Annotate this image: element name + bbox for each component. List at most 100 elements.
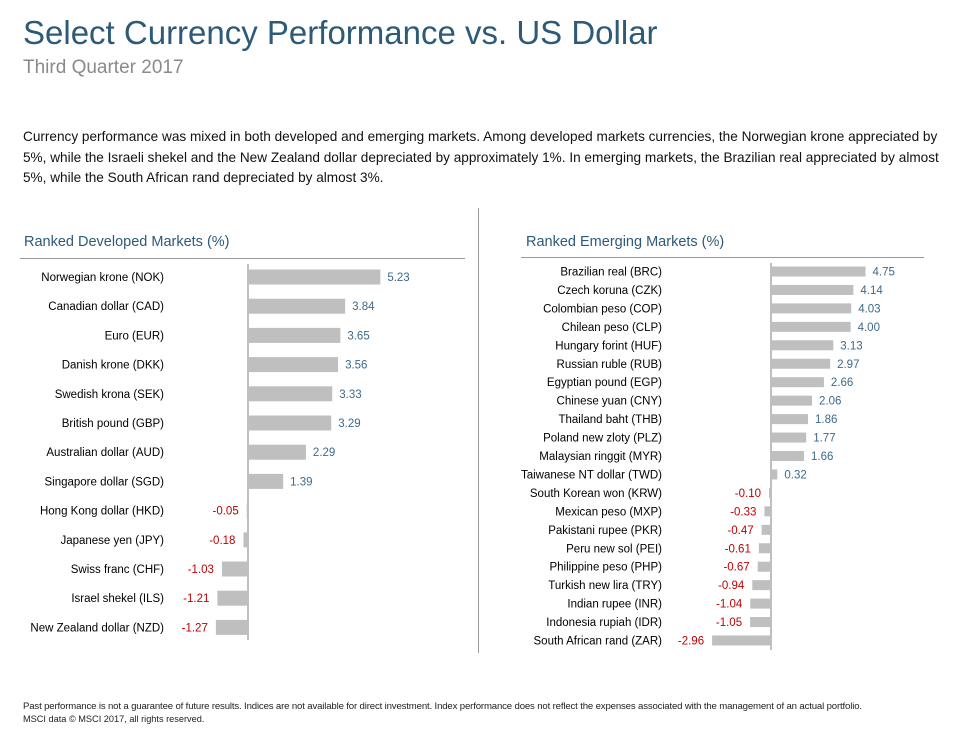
developed-value-label: 5.23 [387, 272, 409, 284]
emerging-category-label: Hungary forint (HUF) [555, 340, 662, 352]
emerging-category-label: Colombian peso (COP) [543, 303, 662, 315]
emerging-bar [771, 395, 812, 406]
developed-category-label: New Zealand dollar (NZD) [30, 622, 164, 634]
emerging-bar [712, 635, 771, 646]
developed-category-label: Australian dollar (AUD) [46, 447, 164, 459]
emerging-bar [771, 469, 778, 480]
emerging-value-label: -0.94 [718, 580, 745, 592]
emerging-category-label: Brazilian real (BRC) [560, 267, 662, 279]
emerging-value-label: 2.66 [831, 377, 853, 389]
emerging-category-label: Peru new sol (PEI) [566, 543, 662, 555]
emerging-value-label: 4.03 [858, 303, 880, 315]
emerging-value-label: 0.32 [784, 469, 806, 481]
emerging-bar [750, 598, 771, 609]
emerging-category-label: Egyptian pound (EGP) [547, 377, 662, 389]
emerging-category-label: Pakistani rupee (PKR) [548, 525, 662, 537]
emerging-bar [764, 506, 771, 517]
developed-bar [248, 415, 332, 431]
emerging-category-label: Russian ruble (RUB) [557, 359, 663, 371]
emerging-value-label: -0.67 [723, 562, 749, 574]
emerging-value-label: -1.04 [716, 599, 743, 611]
developed-value-label: 3.65 [347, 330, 369, 342]
emerging-value-label: 2.06 [819, 396, 841, 408]
emerging-bar [757, 561, 771, 572]
developed-value-label: -0.18 [209, 535, 235, 547]
developed-bar [248, 473, 284, 489]
developed-category-label: Swiss franc (CHF) [71, 564, 164, 576]
panel-divider [478, 208, 479, 653]
emerging-value-label: 2.97 [837, 359, 859, 371]
emerging-bar [758, 543, 771, 554]
emerging-value-label: -0.10 [735, 488, 761, 500]
emerging-bar [761, 524, 771, 535]
emerging-category-label: Philippine peso (PHP) [549, 562, 662, 574]
emerging-value-label: -1.05 [716, 617, 742, 629]
emerging-value-label: 1.66 [811, 451, 833, 463]
emerging-chart-title: Ranked Emerging Markets (%) [526, 234, 725, 250]
developed-bar [248, 269, 381, 285]
developed-category-label: British pound (GBP) [62, 418, 164, 430]
developed-category-label: Danish krone (DKK) [62, 360, 164, 372]
emerging-value-label: 3.13 [840, 340, 862, 352]
developed-category-label: Swedish krona (SEK) [55, 389, 164, 401]
emerging-bar [771, 377, 824, 388]
developed-category-label: Singapore dollar (SGD) [44, 476, 164, 488]
developed-value-label: 3.33 [339, 389, 361, 401]
emerging-bar [771, 358, 831, 369]
developed-bar [221, 561, 248, 577]
developed-bar [248, 386, 333, 402]
developed-bar [246, 503, 248, 519]
emerging-bar [750, 617, 771, 628]
emerging-category-label: South African rand (ZAR) [534, 636, 663, 648]
emerging-value-label: 4.75 [873, 267, 895, 279]
developed-value-label: -1.27 [182, 622, 208, 634]
developed-bar [248, 327, 341, 343]
developed-value-label: 3.29 [338, 418, 360, 430]
developed-title-rule [20, 258, 465, 259]
emerging-bar [771, 284, 854, 295]
emerging-value-label: -0.61 [725, 543, 751, 555]
intro-paragraph: Currency performance was mixed in both d… [23, 129, 939, 185]
emerging-value-label: -0.47 [727, 525, 753, 537]
developed-markets-chart: Norwegian krone (NOK) 5.23 Canadian dollar… [30, 264, 410, 640]
developed-value-label: 1.39 [290, 476, 312, 488]
developed-bar [217, 590, 248, 606]
developed-category-label: Euro (EUR) [105, 330, 165, 342]
developed-value-label: -1.21 [183, 593, 209, 605]
developed-value-label: -0.05 [213, 506, 239, 518]
emerging-value-label: 1.86 [815, 414, 837, 426]
emerging-value-label: 1.77 [813, 433, 835, 445]
emerging-bar [769, 487, 771, 498]
emerging-bar [771, 451, 805, 461]
emerging-bar [771, 340, 834, 351]
emerging-bar [771, 321, 851, 332]
emerging-title-rule [521, 257, 924, 258]
developed-value-label: 3.84 [352, 301, 375, 313]
developed-bar [243, 532, 248, 548]
emerging-category-label: South Korean won (KRW) [530, 488, 662, 500]
developed-bar [248, 298, 346, 314]
developed-category-label: Israel shekel (ILS) [71, 593, 164, 605]
developed-category-label: Japanese yen (JPY) [60, 535, 164, 547]
emerging-markets-chart: Brazilian real (BRC) 4.75 Czech koruna (CZ… [521, 263, 895, 650]
developed-bar [248, 444, 306, 460]
emerging-bar [771, 414, 809, 425]
footer-source: MSCI data © MSCI 2017, all rights reserv… [23, 714, 205, 724]
emerging-category-label: Czech koruna (CZK) [557, 285, 662, 297]
emerging-category-label: Turkish new lira (TRY) [548, 580, 662, 592]
emerging-value-label: 4.00 [858, 322, 880, 334]
emerging-bar [771, 266, 866, 277]
developed-category-label: Hong Kong dollar (HKD) [40, 506, 164, 518]
developed-value-label: -1.03 [188, 564, 214, 576]
developed-bar [215, 619, 248, 635]
emerging-category-label: Poland new zloty (PLZ) [543, 433, 662, 445]
emerging-category-label: Taiwanese NT dollar (TWD) [521, 469, 662, 481]
emerging-category-label: Indian rupee (INR) [567, 599, 662, 611]
developed-chart-title: Ranked Developed Markets (%) [24, 234, 230, 250]
emerging-category-label: Malaysian ringgit (MYR) [539, 451, 662, 463]
emerging-category-label: Indonesia rupiah (IDR) [546, 617, 662, 629]
emerging-category-label: Chinese yuan (CNY) [557, 396, 663, 408]
emerging-value-label: -2.96 [678, 636, 704, 648]
emerging-value-label: -0.33 [730, 506, 756, 518]
developed-value-label: 3.56 [345, 360, 367, 372]
